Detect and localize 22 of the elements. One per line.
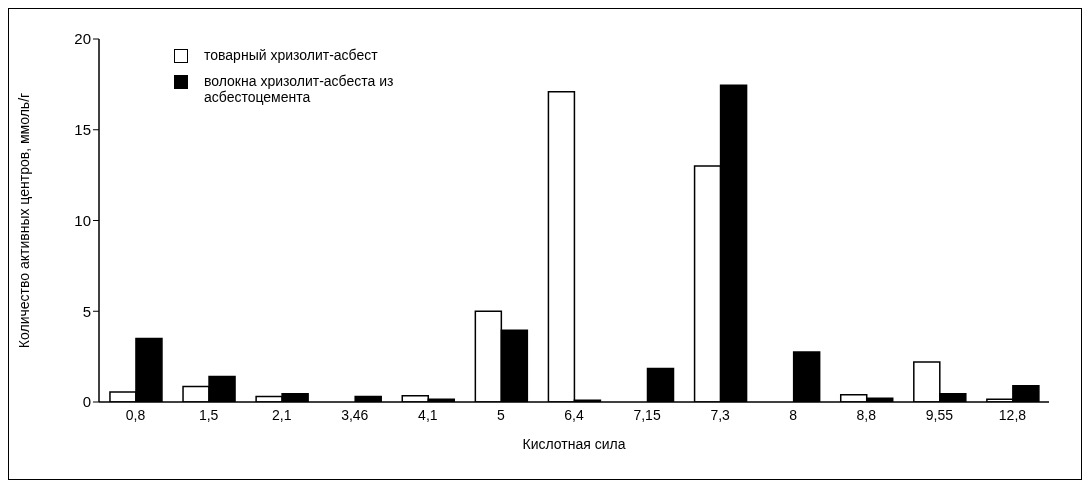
- x-tick-label: 7,15: [633, 406, 661, 423]
- x-tick-label: 6,4: [564, 406, 584, 423]
- y-axis-title: Количество активных центров, ммоль/г: [15, 92, 32, 349]
- x-tick-label: 9,55: [925, 406, 954, 423]
- x-tick-label: 3,46: [341, 406, 369, 423]
- y-tick-label: 0: [82, 393, 91, 411]
- x-tick-label: 0,8: [125, 406, 146, 423]
- x-axis-title: Кислотная сила: [522, 436, 626, 452]
- x-tick-label: 2,1: [271, 406, 292, 423]
- y-tick-label: 5: [82, 302, 91, 320]
- y-tick-label: 15: [74, 121, 91, 139]
- x-tick-label: 1,5: [198, 406, 219, 423]
- x-tick-label: 12,8: [998, 406, 1027, 423]
- x-tick-label: 8: [789, 406, 798, 423]
- x-tick-label: 7,3: [710, 406, 731, 423]
- legend-label: товарный хризолит-асбест: [204, 47, 378, 63]
- x-tick-label: 4,1: [418, 406, 438, 423]
- x-tick-label: 5: [497, 406, 506, 423]
- y-tick-label: 10: [74, 211, 91, 229]
- y-tick-label: 20: [74, 30, 91, 48]
- legend-label: волокна хризолит-асбеста из асбестоцемента: [204, 73, 395, 105]
- x-tick-label: 8,8: [856, 406, 877, 423]
